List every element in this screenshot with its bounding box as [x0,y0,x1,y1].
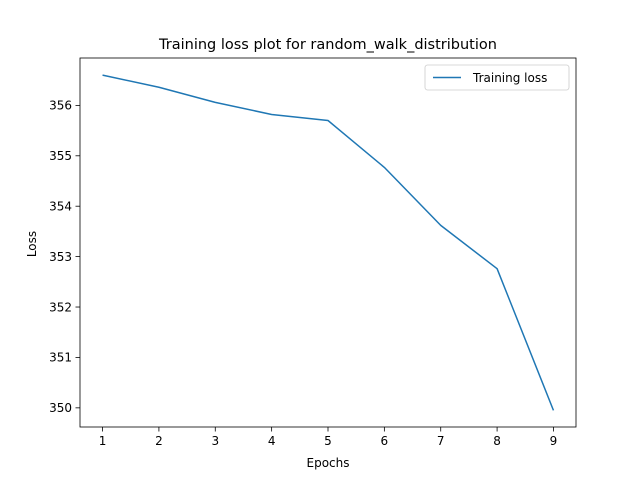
y-tick-label: 351 [49,351,72,365]
x-tick-label: 2 [155,434,163,448]
x-tick-label: 4 [268,434,276,448]
series-line-training-loss [102,74,555,411]
x-tick-label: 8 [493,434,501,448]
x-tick-label: 3 [211,434,219,448]
y-tick-label: 354 [49,200,72,214]
legend-label: Training loss [472,71,547,85]
y-tick-label: 350 [49,401,72,415]
x-tick-label: 9 [550,434,558,448]
y-tick-label: 355 [49,149,72,163]
plot-area: 1 2 3 4 5 6 7 8 9 350 351 352 353 354 355 356 Training l… [49,57,577,448]
y-tick-label: 352 [49,300,72,314]
y-tick-label: 353 [49,250,72,264]
x-tick-label: 5 [324,434,332,448]
x-tick-label: 1 [99,434,107,448]
chart-title: Training loss plot for random_walk_distr… [158,37,497,53]
x-tick-label: 6 [381,434,389,448]
y-axis-label: Loss [25,231,39,257]
x-tick-label: 7 [437,434,445,448]
legend-box [424,64,570,91]
x-axis-label: Epochs [307,456,350,470]
y-tick-label: 356 [49,99,72,113]
